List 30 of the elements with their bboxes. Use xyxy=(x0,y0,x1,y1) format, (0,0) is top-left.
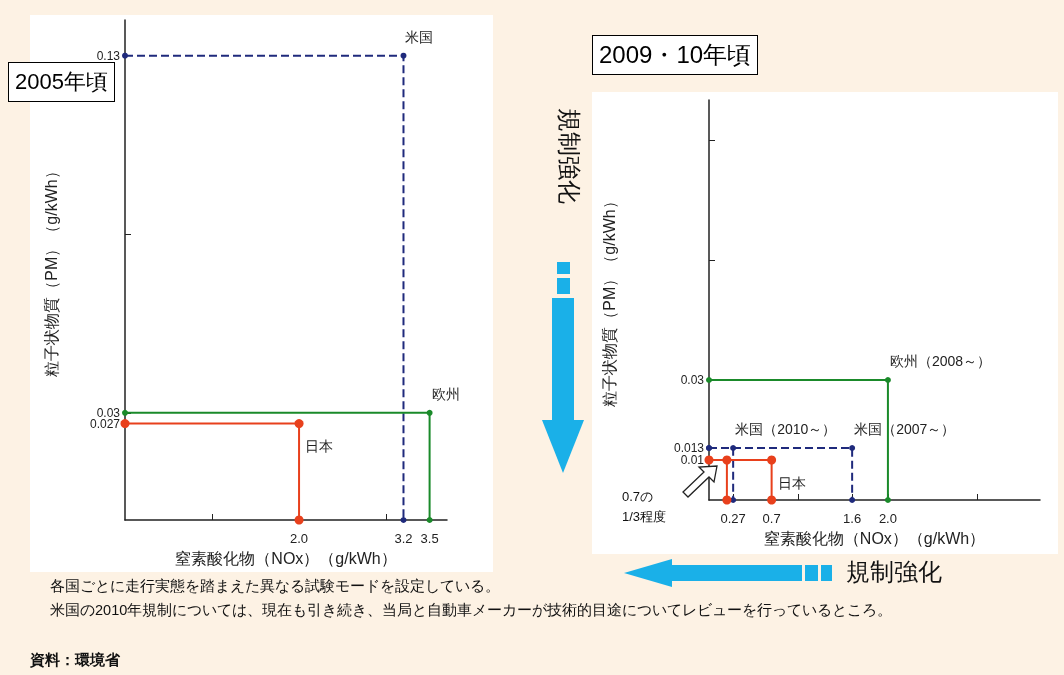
x-tick-label: 3.2 xyxy=(394,531,413,546)
text: 資料：環境省 xyxy=(30,651,120,670)
y-axis-title: 粒子状物質（PM）（g/kWh） xyxy=(42,163,60,377)
series-label: 米国 xyxy=(405,28,434,45)
y-tick-label: 0.01 xyxy=(680,453,705,467)
chart-title: 2009・10年頃 xyxy=(592,35,759,75)
x-axis-title: 窒素酸化物（NOx）（g/kWh） xyxy=(175,549,397,567)
x-tick-label: 0.27 xyxy=(720,511,746,526)
series-label: 欧州（2008～） xyxy=(889,353,992,369)
series-label: 米国（2010～） xyxy=(735,421,837,437)
y-axis-title: 粒子状物質（PM）（g/kWh） xyxy=(600,193,618,407)
y-tick-label: 0.013 xyxy=(673,441,705,455)
text: 規制強化 xyxy=(555,108,584,204)
x-tick-label: 0.7 xyxy=(762,511,781,526)
y-tick-label: 0.03 xyxy=(680,373,705,387)
x-tick-label: 2.0 xyxy=(290,531,309,546)
x-tick-label: 1.6 xyxy=(843,511,862,526)
series-label: 米国（2007～） xyxy=(854,421,956,437)
x-tick-label: 2.0 xyxy=(878,511,897,526)
x-axis-title: 窒素酸化物（NOx）（g/kWh） xyxy=(763,529,986,547)
text: 規制強化 xyxy=(846,557,942,587)
y-tick-label: 0.13 xyxy=(96,48,121,63)
text: 0.7の 1/3程度 xyxy=(622,488,667,526)
series-label: 日本 xyxy=(777,474,806,491)
text: 米国の2010年規制については、現在も引き続き、当局と自動車メーカーが技術的目途についてレビューを行っているところ。 xyxy=(50,601,894,620)
x-tick-label: 3.5 xyxy=(420,531,439,546)
series-label: 日本 xyxy=(305,438,334,455)
text: 2005年頃 xyxy=(8,62,115,102)
text: 各国ごとに走行実態を踏まえた異なる試験モードを設定している。 xyxy=(50,577,500,596)
series-label: 欧州 xyxy=(431,385,460,402)
